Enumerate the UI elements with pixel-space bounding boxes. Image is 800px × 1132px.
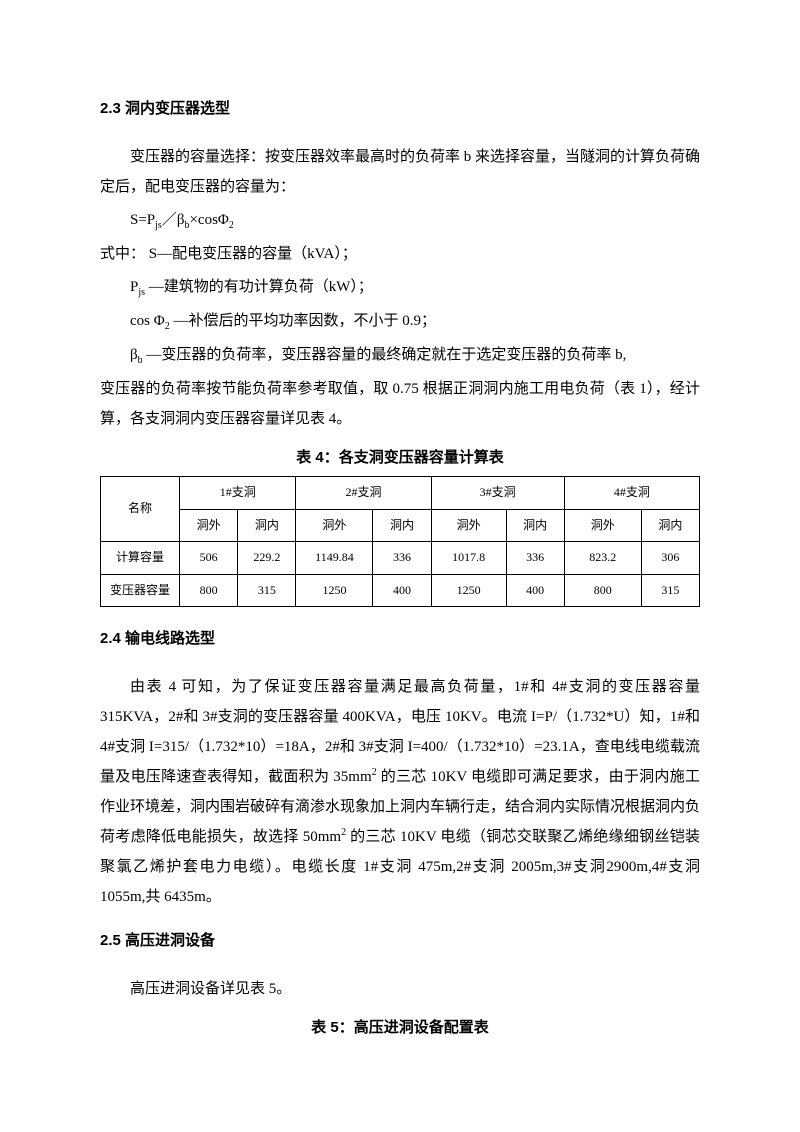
table-header-name: 名称 [101, 477, 180, 542]
section-2-3-p5b: 变压器的负荷率按节能负荷率参考取值，取 0.75 根据正洞洞内施工用电负荷（表 … [100, 374, 700, 434]
section-2-4-p1: 由表 4 可知，为了保证变压器容量满足最高负荷量，1#和 4#支洞的变压器容量3… [100, 672, 700, 912]
table-row: 名称 1#支洞 2#支洞 3#支洞 4#支洞 [101, 477, 700, 510]
section-2-3-p4: cos Φ2 —补偿后的平均功率因数，不小于 0.9； [100, 306, 700, 337]
section-2-3-p2: 式中： S—配电变压器的容量（kVA）； [100, 239, 700, 269]
table-4: 名称 1#支洞 2#支洞 3#支洞 4#支洞 洞外洞内洞外洞内洞外洞内洞外洞内 … [100, 476, 700, 607]
section-2-4-heading: 2.4 输电线路选型 [100, 625, 700, 652]
section-2-3-formula: S=Pjs／βb×cosΦ2 [100, 205, 700, 236]
table-header-group: 3#支洞 [431, 477, 564, 510]
table-header-group: 1#支洞 [180, 477, 296, 510]
section-2-3-p5: βb —变压器的负荷率，变压器容量的最终确定就在于选定变压器的负荷率 b, [100, 340, 700, 371]
table-header-group: 2#支洞 [296, 477, 431, 510]
table-row: 洞外洞内洞外洞内洞外洞内洞外洞内 [101, 509, 700, 542]
table-4-title: 表 4：各支洞变压器容量计算表 [100, 444, 700, 471]
section-2-3-p1: 变压器的容量选择：按变压器效率最高时的负荷率 b 来选择容量，当隧洞的计算负荷确… [100, 142, 700, 202]
table-5-title: 表 5：高压进洞设备配置表 [100, 1014, 700, 1041]
table-row: 变压器容量80031512504001250400800315 [101, 574, 700, 607]
section-2-5-p1: 高压进洞设备详见表 5。 [100, 974, 700, 1004]
section-2-3-heading: 2.3 洞内变压器选型 [100, 95, 700, 122]
section-2-5-heading: 2.5 高压进洞设备 [100, 927, 700, 954]
section-2-3-p3: Pjs —建筑物的有功计算负荷（kW）； [100, 272, 700, 303]
table-header-group: 4#支洞 [564, 477, 699, 510]
table-row: 计算容量506229.21149.843361017.8336823.2306 [101, 542, 700, 575]
